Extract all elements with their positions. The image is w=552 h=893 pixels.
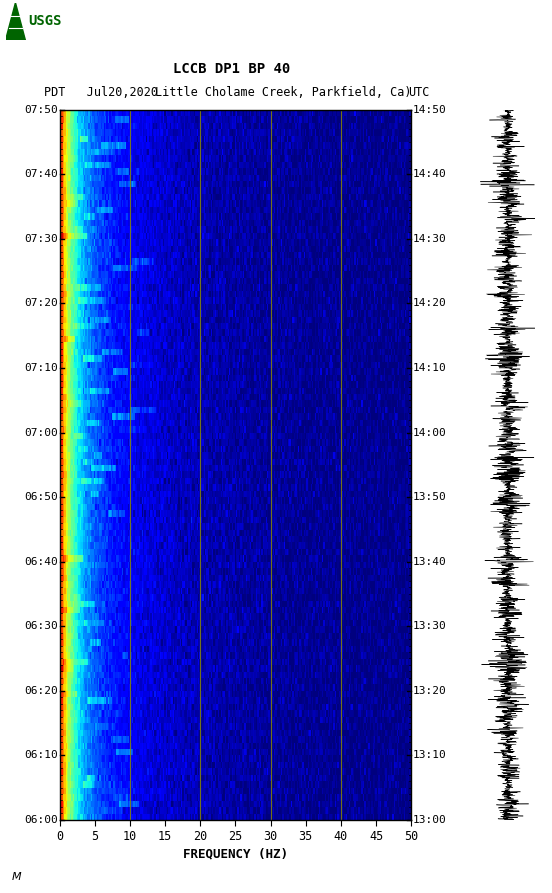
Text: $\mathit{M}$: $\mathit{M}$ — [11, 870, 22, 881]
Text: UTC: UTC — [408, 86, 430, 99]
Text: 07:00: 07:00 — [24, 428, 58, 438]
Text: 13:00: 13:00 — [413, 814, 447, 825]
Text: 06:40: 06:40 — [24, 556, 58, 567]
Text: 07:30: 07:30 — [24, 234, 58, 244]
Text: 13:50: 13:50 — [413, 492, 447, 502]
Text: 07:50: 07:50 — [24, 104, 58, 115]
Text: 14:30: 14:30 — [413, 234, 447, 244]
Text: Little Cholame Creek, Parkfield, Ca): Little Cholame Creek, Parkfield, Ca) — [155, 86, 411, 99]
Text: PDT   Jul20,2020: PDT Jul20,2020 — [44, 86, 158, 99]
Text: 13:10: 13:10 — [413, 750, 447, 760]
Text: 14:10: 14:10 — [413, 363, 447, 373]
Text: 14:50: 14:50 — [413, 104, 447, 115]
Text: 13:30: 13:30 — [413, 622, 447, 631]
X-axis label: FREQUENCY (HZ): FREQUENCY (HZ) — [183, 847, 288, 860]
Polygon shape — [6, 3, 25, 40]
Text: LCCB DP1 BP 40: LCCB DP1 BP 40 — [173, 62, 290, 76]
Text: 06:50: 06:50 — [24, 492, 58, 502]
Text: 06:20: 06:20 — [24, 686, 58, 696]
Text: 13:40: 13:40 — [413, 556, 447, 567]
Text: 14:20: 14:20 — [413, 298, 447, 308]
Text: 07:20: 07:20 — [24, 298, 58, 308]
Text: 13:20: 13:20 — [413, 686, 447, 696]
Text: 06:10: 06:10 — [24, 750, 58, 760]
Text: USGS: USGS — [29, 14, 62, 29]
Text: 07:10: 07:10 — [24, 363, 58, 373]
Text: 14:40: 14:40 — [413, 170, 447, 179]
Text: 07:40: 07:40 — [24, 170, 58, 179]
Text: 06:30: 06:30 — [24, 622, 58, 631]
Text: 06:00: 06:00 — [24, 814, 58, 825]
Text: 14:00: 14:00 — [413, 428, 447, 438]
